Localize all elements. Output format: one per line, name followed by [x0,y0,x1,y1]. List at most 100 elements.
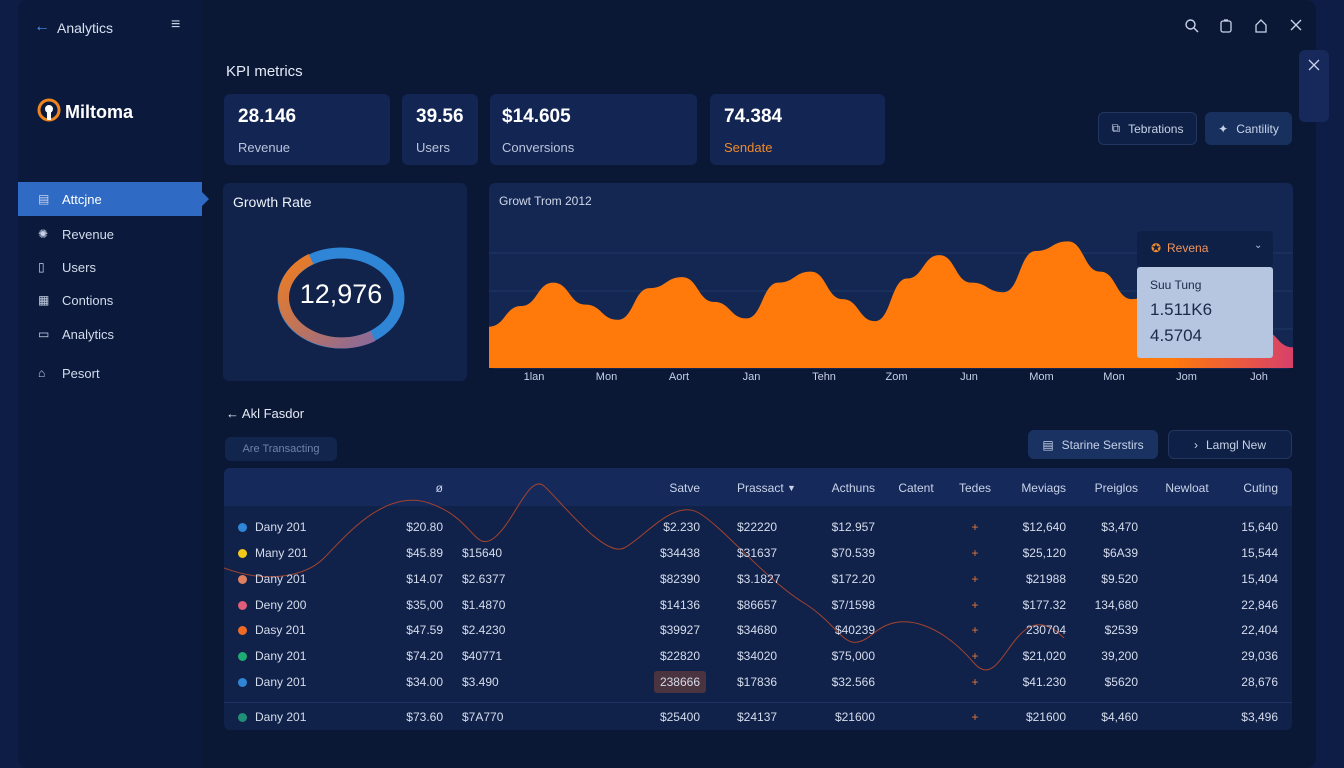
sidebar-item-label: Attcjne [62,191,102,207]
row-status-dot [238,626,247,635]
close-icon[interactable] [1290,19,1302,31]
starine-serstirs-button[interactable]: ▤ Starine Serstirs [1028,430,1158,459]
table-cell: $45.89 [406,546,443,560]
lamgl-new-button[interactable]: › Lamgl New [1168,430,1292,459]
table-cell: $12.957 [831,520,875,534]
sidebar-item-analytics[interactable]: ▭ Analytics [18,317,202,351]
tebrations-button[interactable]: ⧉ Tebrations [1098,112,1197,145]
table-cell: $2.6377 [462,572,506,586]
table-cell: $34680 [737,623,778,637]
table-cell: $3.490 [462,675,499,689]
table-cell: $15640 [462,546,503,560]
row-status-dot [238,652,247,661]
calendar-icon: ▤ [38,192,50,206]
sidebar-item-contions[interactable]: ▦ Contions [18,283,202,317]
table-cell: 39,200 [1101,649,1138,663]
table-cell: $34.00 [406,675,443,689]
chevron-down-icon: ⌄ [1254,240,1263,251]
table-cell: $21600 [1025,710,1066,724]
x-tick-label: Zom [885,371,908,383]
series-marker-icon: ✪ [1151,241,1162,255]
x-tick-label: 1lan [523,371,545,383]
book-icon: ▯ [38,260,45,274]
table-cell: $21,020 [1022,649,1066,663]
table-cell: $41.230 [1022,675,1066,689]
table-cell: $177.32 [1022,598,1066,612]
kpi-title: KPI metrics [226,63,303,80]
tooltip-value: 4.5704 [1150,326,1202,345]
home-icon[interactable] [1254,18,1268,34]
row-name: Dany 201 [255,710,307,724]
chevron-right-icon: › [1193,437,1198,452]
table-cell: $17836 [737,675,778,689]
gear-icon: ✺ [38,227,49,241]
table-cell: $34020 [737,649,778,663]
table-cell: $70.539 [831,546,875,560]
table-cell: $2539 [1104,623,1138,637]
section-title: ← Akl Fasdor [226,406,304,421]
table-cell: $6A39 [1103,546,1138,560]
table-cell: 238666 [653,671,706,693]
table-cell: $3.1827 [737,572,781,586]
table-cell: 134,680 [1094,598,1138,612]
section-title-text: Akl Fasdor [241,406,305,421]
sort-caret-icon[interactable]: ▼ [787,483,796,493]
table-cell: + [971,710,979,724]
column-header: Tedes [958,481,992,495]
table-cell: $4,460 [1101,710,1138,724]
sidebar-item-label: Pesort [62,365,100,381]
sidebar-item-users[interactable]: ▯ Users [18,250,202,284]
table-cell: $3,470 [1101,520,1138,534]
column-header: Cuting [1243,481,1278,495]
sidebar-item-attcjne[interactable]: ▤ Attcjne [18,182,209,216]
sidebar-item-revenue[interactable]: ✺ Revenue [18,217,202,251]
row-name: Many 201 [255,546,308,560]
row-name: Dany 201 [255,649,307,663]
table-cell: $2.4230 [462,623,506,637]
filter-chip[interactable]: Are Transacting [225,437,337,461]
table-cell: $2.230 [663,520,700,534]
filter-label: Are Transacting [242,443,320,455]
search-icon[interactable] [1184,18,1200,34]
back-arrow-icon[interactable]: ← [226,406,242,421]
clipboard-icon[interactable] [1219,18,1233,34]
row-status-dot [238,523,247,532]
row-name: Dany 201 [255,520,307,534]
table-cell: $14136 [659,598,700,612]
cantility-button[interactable]: ✦ Cantility [1205,112,1292,145]
back-arrow-icon[interactable]: ← [34,18,50,35]
series-dropdown[interactable]: ✪ Revena ⌄ [1137,231,1273,267]
column-header: Acthuns [831,481,875,495]
table-cell: $3,496 [1241,710,1278,724]
overlay-trend-line [224,483,1065,671]
tooltip-value: 1.511K6 [1150,300,1213,319]
column-header: Satve [669,481,700,495]
growth-rate-card: Growth Rate 12,976 [223,183,467,381]
table-cell: $20.80 [406,520,443,534]
kpi-card-sendate[interactable]: 74.384 Sendate [710,94,885,165]
table-cell: $7/1598 [831,598,875,612]
app-title: Analytics [57,20,114,36]
kpi-card-conversions[interactable]: $14.605 Conversions [490,94,697,165]
chart-title: Growt Trom 2012 [499,194,592,208]
table-cell: $21600 [834,710,875,724]
kpi-card-revenue[interactable]: 28.146 Revenue [224,94,390,165]
side-panel-close-button[interactable] [1299,50,1329,122]
sidebar-item-pesort[interactable]: ⌂ Pesort [18,356,202,390]
kpi-label: Conversions [502,140,575,155]
column-header: Meviags [1021,481,1066,495]
menu-icon[interactable]: ≡ [171,16,181,33]
table-cell: $34438 [659,546,700,560]
row-status-dot [238,713,247,722]
sidebar-item-label: Users [62,259,96,275]
close-icon[interactable] [1308,59,1320,71]
table-cell: $24137 [737,710,778,724]
table-cell: $9.520 [1101,572,1138,586]
column-header[interactable]: Prassact [737,481,784,495]
kpi-label: Users [416,140,450,155]
table-cell: $1.4870 [462,598,506,612]
kpi-card-users[interactable]: 39.56 Users [402,94,478,165]
card-icon: ▭ [38,327,50,341]
table-cell: $25400 [659,710,700,724]
row-name: Dasy 201 [255,623,306,637]
